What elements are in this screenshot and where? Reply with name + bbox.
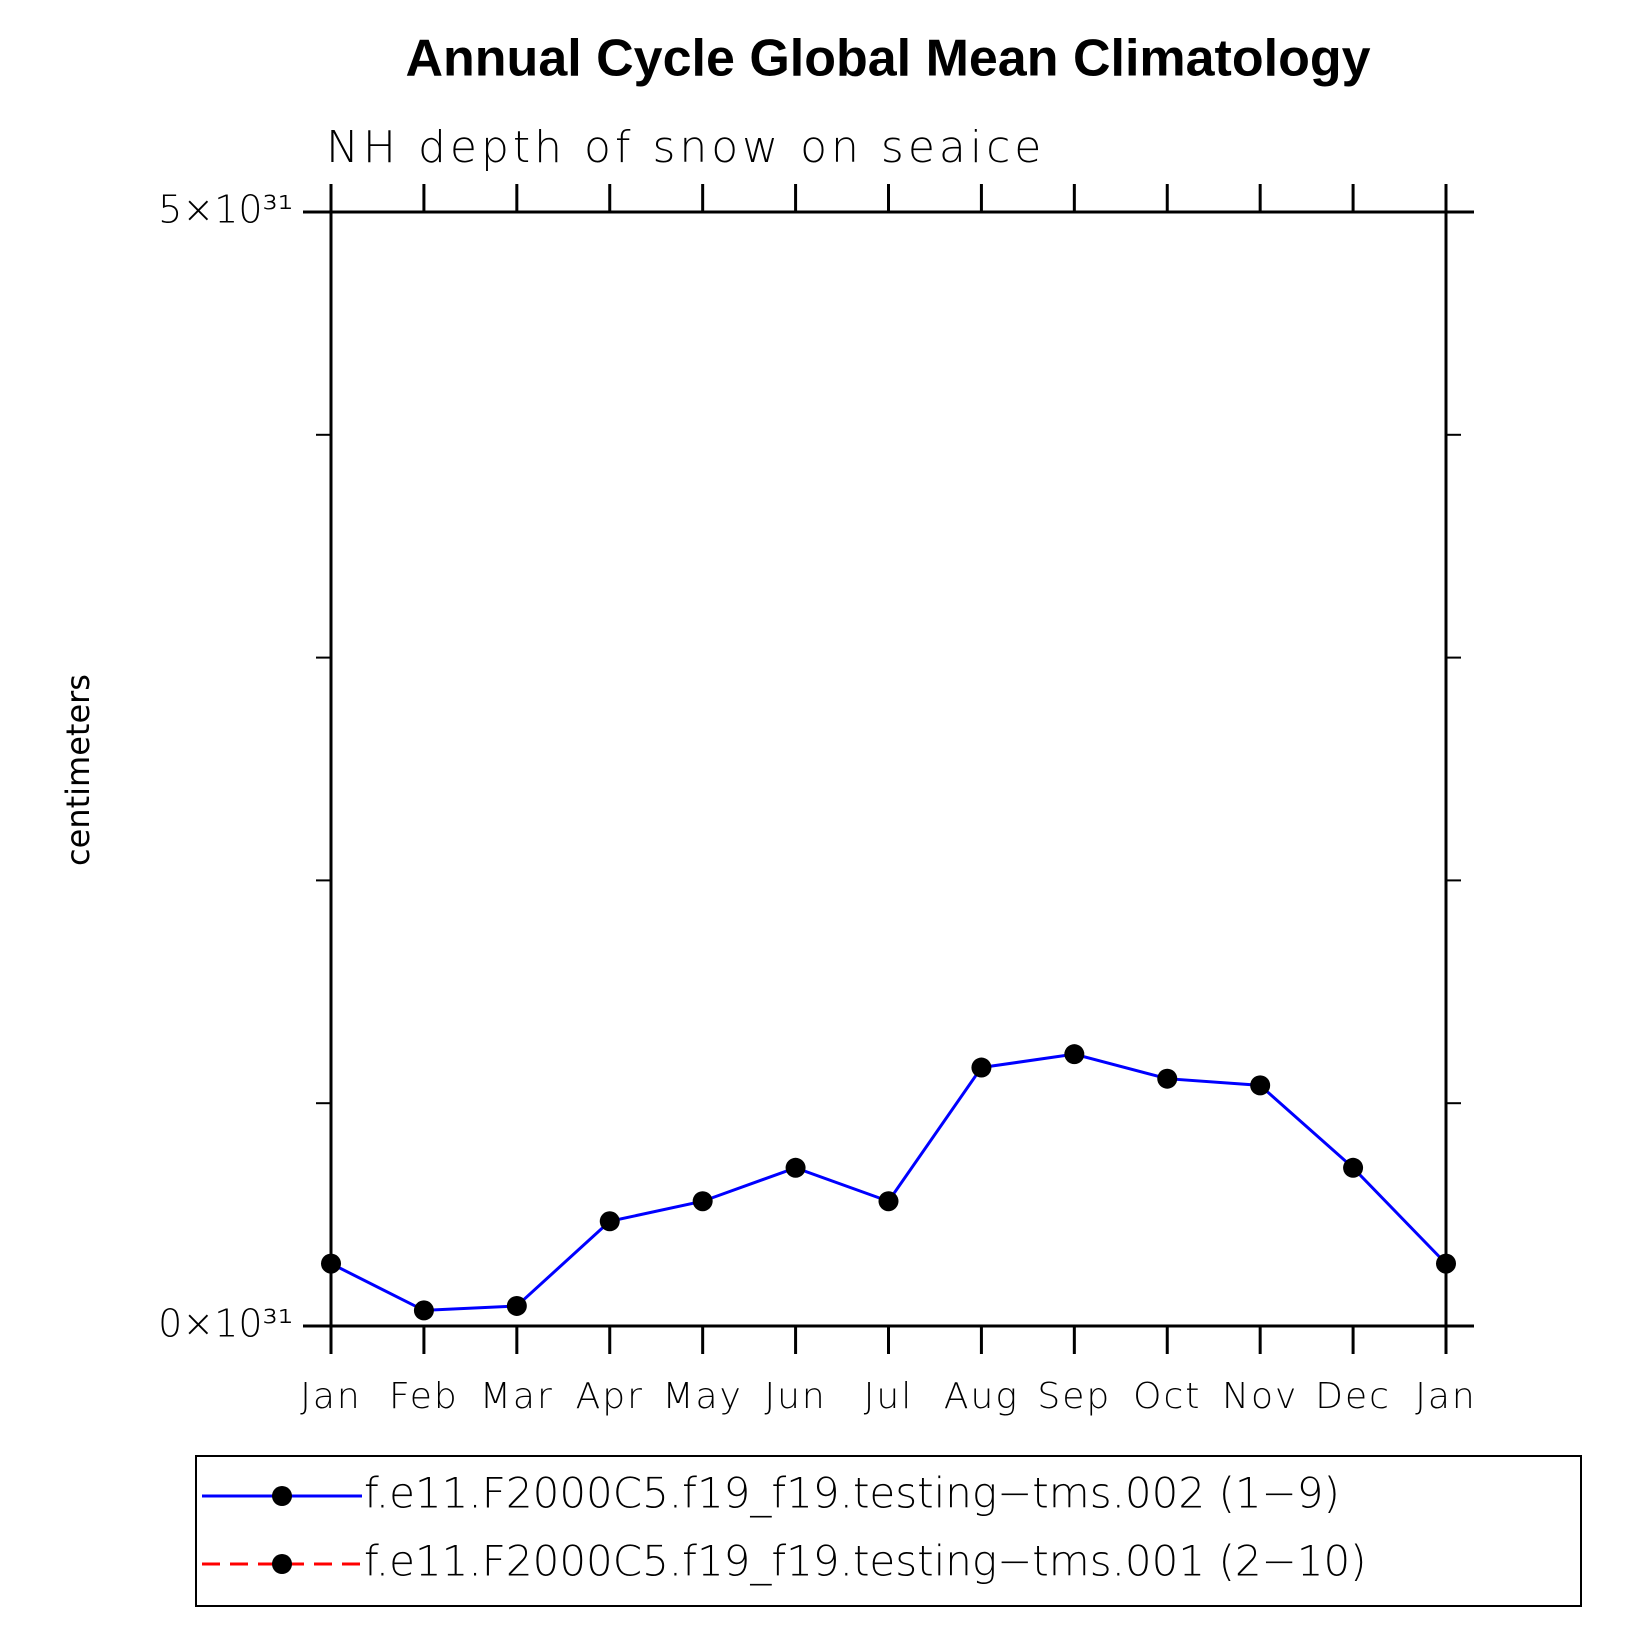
chart-title: Annual Cycle Global Mean Climatology [405,30,1370,88]
x-tick-label: Feb [389,1376,459,1417]
x-tick-label: Nov [1222,1376,1298,1417]
x-tick-label: Jun [764,1376,826,1417]
legend-marker [272,1554,292,1574]
legend-marker [272,1486,292,1506]
data-point [1064,1044,1085,1065]
data-point [1343,1157,1364,1178]
x-tick-label: Sep [1037,1376,1111,1417]
x-tick-label: Dec [1315,1376,1391,1417]
data-point [1157,1068,1178,1089]
y-tick-label: 5×10³¹ [158,188,293,232]
data-point [506,1295,527,1316]
y-axis-label: centimeters [59,674,97,866]
data-point [413,1300,434,1321]
x-tick-label: Aug [944,1376,1019,1417]
x-tick-label: Apr [576,1376,644,1417]
data-point [971,1057,992,1078]
legend-label: f.e11.F2000C5.f19_f19.testing−tms.001 (2… [364,1537,1367,1586]
data-point [1436,1253,1456,1274]
chart-subtitle: NH depth of snow on seaice [326,122,1045,173]
legend-label: f.e11.F2000C5.f19_f19.testing−tms.002 (1… [364,1469,1340,1518]
legend-box [195,1455,1582,1607]
data-point [599,1211,620,1232]
plot-frame [329,210,1448,1328]
x-tick-label: Jan [300,1376,362,1417]
x-tick-label: May [662,1376,742,1417]
data-point [785,1157,806,1178]
data-point [878,1191,899,1212]
x-tick-label: Jul [864,1376,913,1417]
x-tick-label: Mar [480,1376,554,1417]
y-tick-label: 0×10³¹ [158,1302,293,1346]
series-line [330,1052,1448,1312]
data-point [321,1253,341,1274]
data-point [692,1191,713,1212]
x-tick-label: Oct [1133,1376,1201,1417]
data-point [1250,1075,1271,1096]
x-tick-label: Jan [1415,1376,1477,1417]
